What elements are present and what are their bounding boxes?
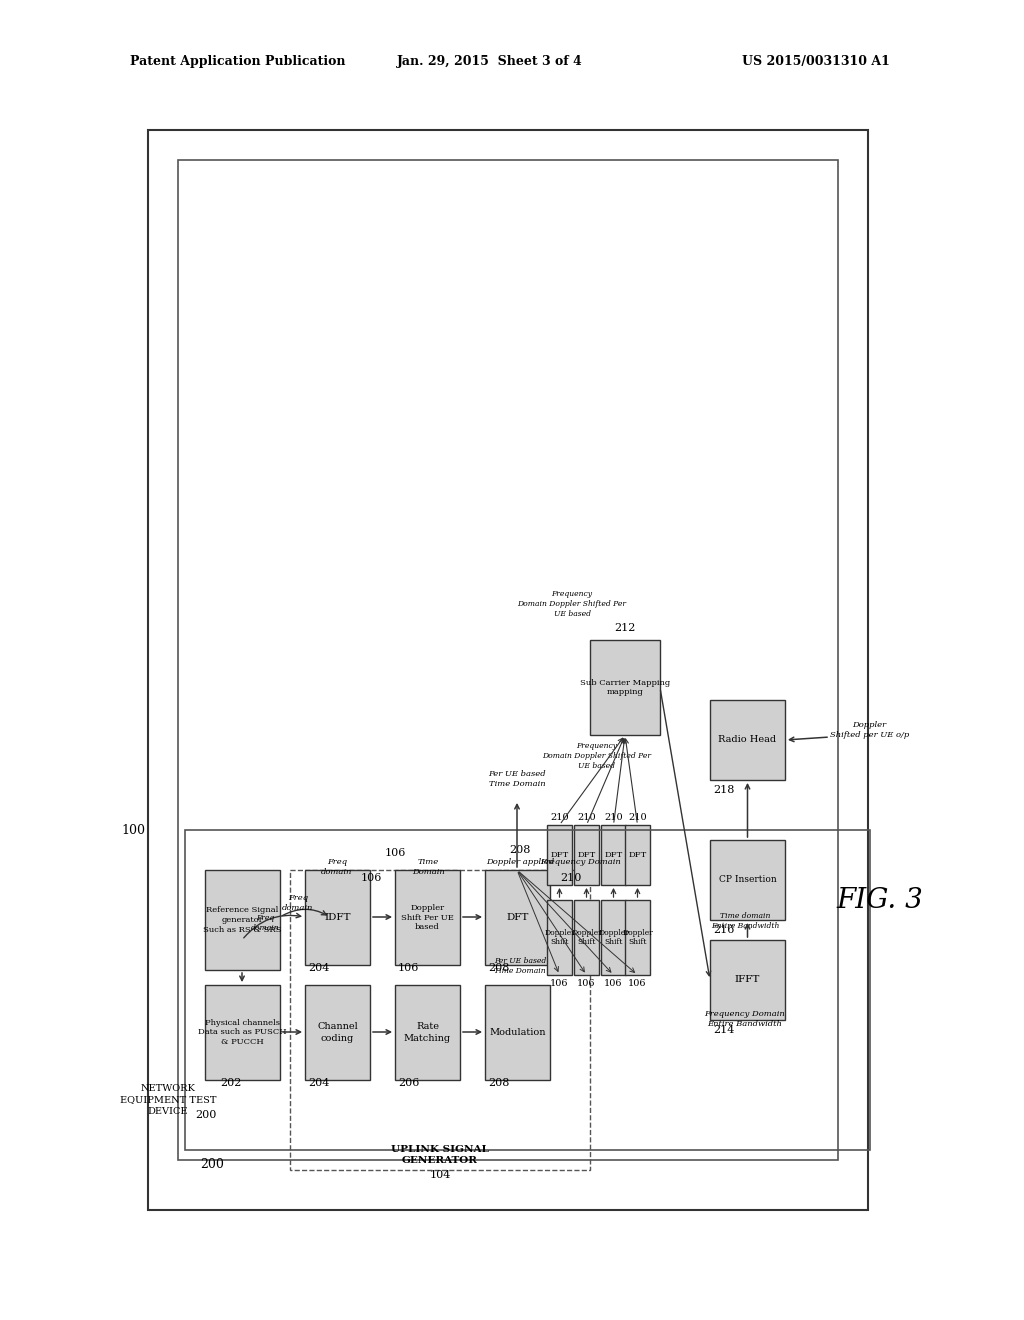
Bar <box>574 900 599 975</box>
Bar <box>305 985 370 1080</box>
Text: 210: 210 <box>628 813 647 821</box>
Text: 204: 204 <box>308 1078 330 1088</box>
Text: 208: 208 <box>488 964 509 973</box>
Text: 106: 106 <box>360 873 382 883</box>
Text: 104: 104 <box>429 1170 451 1180</box>
Text: Sub Carrier Mapping
mapping: Sub Carrier Mapping mapping <box>580 678 670 697</box>
Text: 202: 202 <box>220 1078 242 1088</box>
Bar <box>625 825 650 884</box>
Text: Patent Application Publication: Patent Application Publication <box>130 55 345 69</box>
Bar <box>485 985 550 1080</box>
Text: Freq
domain: Freq domain <box>322 858 352 875</box>
Text: US 2015/0031310 A1: US 2015/0031310 A1 <box>742 55 890 69</box>
Text: FIG. 3: FIG. 3 <box>837 887 924 913</box>
Text: Frequency
Domain Doppler Shifted Per
UE based: Frequency Domain Doppler Shifted Per UE … <box>517 590 627 618</box>
Text: 106: 106 <box>578 978 596 987</box>
Bar <box>710 940 785 1020</box>
Bar <box>395 985 460 1080</box>
Text: 208: 208 <box>488 1078 509 1088</box>
Text: 212: 212 <box>614 623 636 634</box>
Text: DFT: DFT <box>629 851 646 859</box>
Bar <box>590 640 660 735</box>
Text: NETWORK
EQUIPMENT TEST
DEVICE: NETWORK EQUIPMENT TEST DEVICE <box>120 1085 216 1115</box>
Text: UPLINK SIGNAL
GENERATOR: UPLINK SIGNAL GENERATOR <box>391 1144 488 1166</box>
Bar <box>710 700 785 780</box>
Bar <box>710 840 785 920</box>
Bar <box>205 870 280 970</box>
Text: 210: 210 <box>578 813 596 821</box>
Text: 206: 206 <box>398 1078 420 1088</box>
Text: Doppler
Shifted per UE o/p: Doppler Shifted per UE o/p <box>830 721 909 739</box>
Text: 106: 106 <box>604 978 623 987</box>
Text: 214: 214 <box>713 1026 734 1035</box>
Bar <box>601 825 626 884</box>
Text: Physical channels
Data such as PUSCH
& PUCCH: Physical channels Data such as PUSCH & P… <box>199 1019 287 1047</box>
Text: CP Insertion: CP Insertion <box>719 875 776 884</box>
Text: Channel
coding: Channel coding <box>317 1023 357 1043</box>
Bar <box>305 870 370 965</box>
Text: Doppler applied: Doppler applied <box>486 858 554 866</box>
Text: 106: 106 <box>550 978 568 987</box>
Bar <box>547 900 572 975</box>
Text: 210: 210 <box>550 813 568 821</box>
Text: Jan. 29, 2015  Sheet 3 of 4: Jan. 29, 2015 Sheet 3 of 4 <box>397 55 583 69</box>
Text: 200: 200 <box>200 1159 224 1172</box>
Bar <box>148 129 868 1210</box>
Text: 210: 210 <box>560 873 582 883</box>
Text: Doppler
Shift: Doppler Shift <box>623 928 653 946</box>
Text: DFT: DFT <box>604 851 623 859</box>
Bar <box>547 825 572 884</box>
Text: Doppler
Shift: Doppler Shift <box>571 928 602 946</box>
Text: Reference Signal
generator
Such as RS & SRS: Reference Signal generator Such as RS & … <box>203 907 282 933</box>
Text: Time domain
Entire Bandwidth: Time domain Entire Bandwidth <box>711 912 779 931</box>
Text: DFT: DFT <box>506 913 528 921</box>
Text: Per UE based
Time Domain: Per UE based Time Domain <box>488 770 546 788</box>
Bar <box>485 870 550 965</box>
Text: 100: 100 <box>121 824 145 837</box>
Text: Doppler
Shift: Doppler Shift <box>598 928 629 946</box>
Bar <box>395 870 460 965</box>
Text: Freq
domain: Freq domain <box>251 913 280 932</box>
Text: 200: 200 <box>195 1110 216 1119</box>
Text: 216: 216 <box>713 925 734 935</box>
Text: 106: 106 <box>629 978 647 987</box>
Text: Doppler
Shift: Doppler Shift <box>544 928 574 946</box>
Text: DFT: DFT <box>550 851 568 859</box>
Text: Per UE based
Time Domain: Per UE based Time Domain <box>494 957 546 975</box>
Bar <box>574 825 599 884</box>
Bar <box>205 985 280 1080</box>
Text: 208: 208 <box>509 845 530 855</box>
Bar <box>601 900 626 975</box>
Text: Time
Domain: Time Domain <box>412 858 444 875</box>
Text: Modulation: Modulation <box>489 1028 546 1038</box>
Text: Frequency Domain: Frequency Domain <box>540 858 621 866</box>
Bar <box>185 830 870 1150</box>
Text: Radio Head: Radio Head <box>719 735 776 744</box>
Text: 106: 106 <box>398 964 420 973</box>
Bar <box>290 870 590 1170</box>
Bar <box>178 160 838 1160</box>
Text: 204: 204 <box>308 964 330 973</box>
Bar <box>625 900 650 975</box>
Text: Rate
Matching: Rate Matching <box>403 1023 451 1043</box>
Text: Doppler
Shift Per UE
based: Doppler Shift Per UE based <box>401 904 454 932</box>
Text: IDFT: IDFT <box>325 913 351 921</box>
Text: IFFT: IFFT <box>735 975 760 985</box>
Text: Freq
domain: Freq domain <box>283 894 313 912</box>
Text: 106: 106 <box>385 847 407 858</box>
Text: 218: 218 <box>713 785 734 795</box>
Text: Frequency
Domain Doppler Shifted Per
UE based: Frequency Domain Doppler Shifted Per UE … <box>542 742 651 770</box>
Text: 210: 210 <box>604 813 623 821</box>
Text: Frequency Domain
Entire Bandwidth: Frequency Domain Entire Bandwidth <box>705 1010 785 1028</box>
Text: DFT: DFT <box>578 851 596 859</box>
